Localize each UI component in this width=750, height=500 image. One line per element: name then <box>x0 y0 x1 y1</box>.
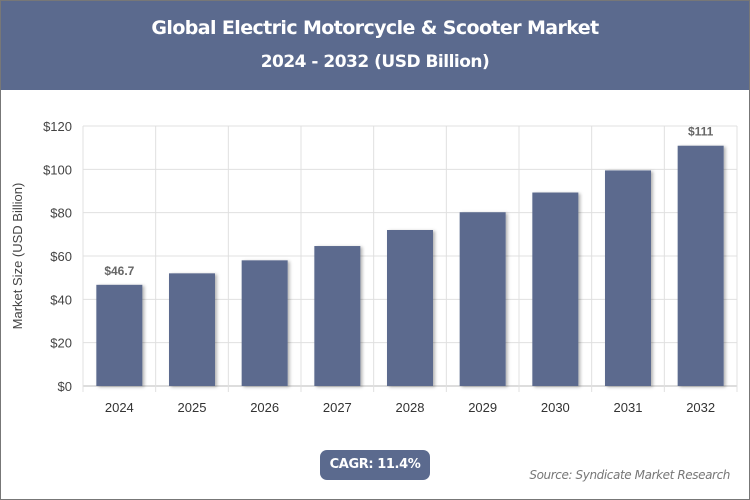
bar-2024 <box>96 284 143 386</box>
x-tick-label: 2031 <box>614 400 643 415</box>
x-tick-label: 2024 <box>105 400 134 415</box>
y-tick-label: $60 <box>50 249 72 264</box>
bar-2026 <box>241 260 288 386</box>
data-label-2024: $46.7 <box>104 264 134 278</box>
cagr-badge: CAGR: 11.4% <box>320 450 430 480</box>
bar-2029 <box>459 212 506 386</box>
y-axis-title: Market Size (USD Billion) <box>10 183 25 330</box>
x-tick-label: 2029 <box>468 400 497 415</box>
y-tick-label: $100 <box>43 162 72 177</box>
source-note: Source: Syndicate Market Research <box>529 468 730 482</box>
bar-2028 <box>387 230 433 386</box>
data-label-2032: $111 <box>688 125 714 139</box>
bar-2027 <box>314 246 361 386</box>
y-tick-label: $40 <box>50 292 72 307</box>
chart-subtitle: 2024 - 2032 (USD Billion) <box>260 52 490 72</box>
y-tick-label: $120 <box>43 119 72 134</box>
bar-2025 <box>169 273 215 386</box>
y-tick-label: $80 <box>50 206 72 221</box>
chart-header: Global Electric Motorcycle & Scooter Mar… <box>1 1 749 90</box>
y-tick-label: $20 <box>50 336 72 351</box>
y-tick-label: $0 <box>58 379 72 394</box>
x-tick-label: 2032 <box>686 400 715 415</box>
x-tick-label: 2027 <box>323 400 352 415</box>
bar-2030 <box>532 192 579 386</box>
x-tick-label: 2025 <box>178 400 207 415</box>
chart-title: Global Electric Motorcycle & Scooter Mar… <box>151 17 599 39</box>
bar-2032 <box>677 145 724 386</box>
bar-2031 <box>605 170 651 386</box>
x-tick-label: 2028 <box>396 400 425 415</box>
x-tick-label: 2030 <box>541 400 570 415</box>
x-tick-label: 2026 <box>250 400 279 415</box>
